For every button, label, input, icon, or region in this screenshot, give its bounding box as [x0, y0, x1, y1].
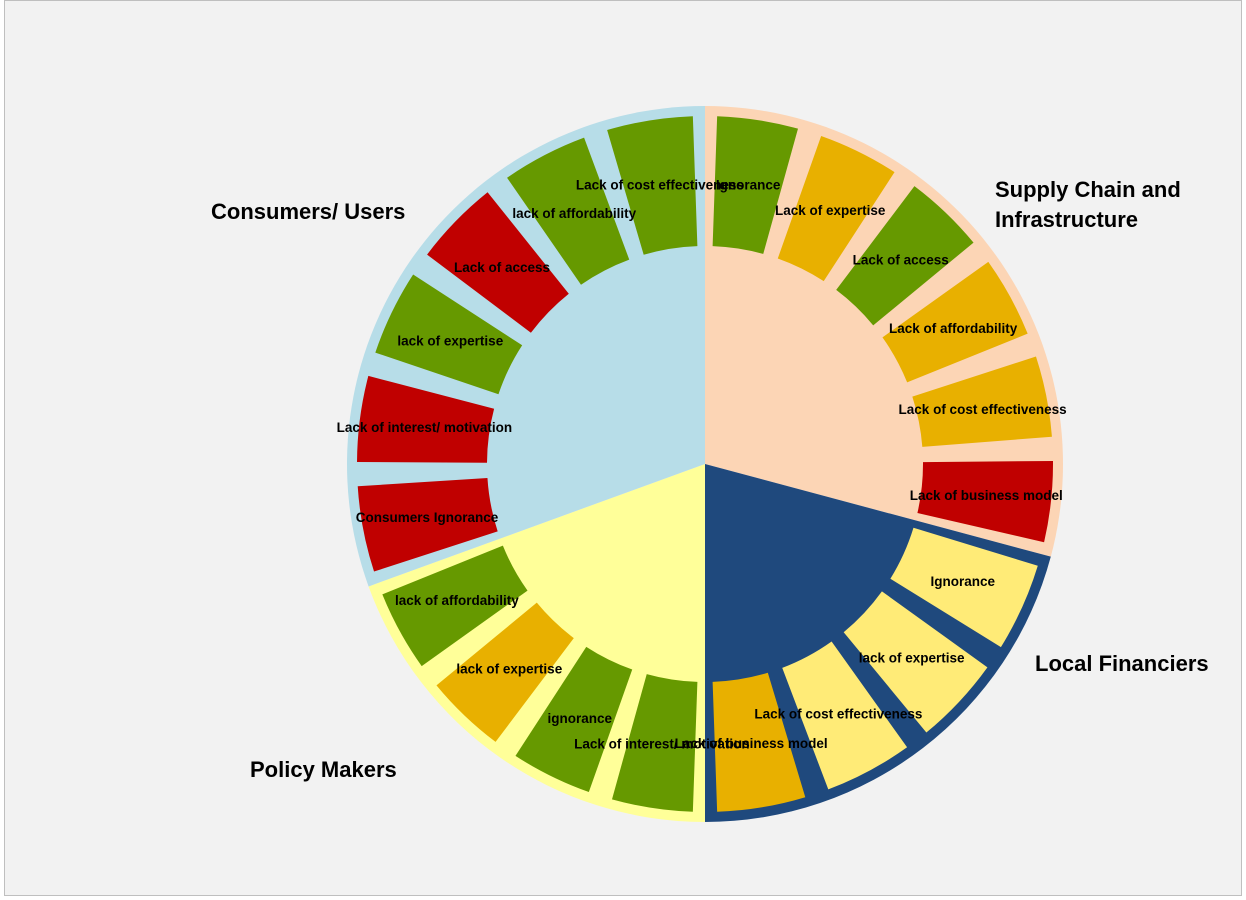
segment-label-ignorance: Ignorance: [716, 177, 781, 192]
group-label-supply-chain-and-infrastructure: Supply Chain and Infrastructure: [995, 177, 1181, 232]
group-label-line: Policy Makers: [250, 757, 397, 782]
group-label-line: Consumers/ Users: [211, 199, 405, 224]
segment-policy-makers-lack-of-affordability: [382, 545, 528, 667]
segment-label-ignorance: Ignorance: [931, 574, 996, 589]
segment-label-ignorance: ignorance: [548, 711, 613, 726]
segment-label-lack-of-expertise: lack of expertise: [456, 661, 562, 676]
group-label-policy-makers: Policy Makers: [250, 757, 397, 782]
sunburst-chart: Ignorance Lack of expertise Lack of access…: [211, 106, 1209, 822]
segment-ring: [357, 116, 1054, 812]
group-labels: Supply Chain and Infrastructure Local Fina…: [211, 177, 1209, 782]
segment-supply-chain-and-infrastructure-lack-of-access: [836, 186, 974, 326]
group-label-consumers-users: Consumers/ Users: [211, 199, 405, 224]
group-label-line: Infrastructure: [995, 207, 1138, 232]
segment-policy-makers-lack-of-interest-motivation: [612, 674, 698, 812]
segment-supply-chain-and-infrastructure-lack-of-cost-effectiveness: [912, 356, 1052, 447]
group-label-local-financiers: Local Financiers: [1035, 651, 1209, 676]
segment-consumers-users-lack-of-cost-effectiveness: [607, 116, 698, 255]
segment-label-lack-of-cost-effectiveness: Lack of cost effectiveness: [754, 707, 922, 722]
segment-local-financiers-ignorance: [890, 527, 1038, 648]
segment-local-financiers-lack-of-cost-effectiveness: [782, 641, 908, 790]
segment-label-lack-of-affordability: lack of affordability: [395, 593, 519, 608]
segment-label-lack-of-interest-motivation: Lack of interest/ motivation: [574, 737, 750, 752]
segment-label-consumers-ignorance: Consumers Ignorance: [356, 510, 499, 525]
segment-policy-makers-lack-of-expertise: [436, 602, 574, 742]
segment-label-lack-of-cost-effectiveness: Lack of cost effectiveness: [899, 402, 1067, 417]
segment-supply-chain-and-infrastructure-lack-of-affordability: [882, 261, 1028, 383]
segment-label-lack-of-affordability: Lack of affordability: [889, 321, 1018, 336]
segment-local-financiers-lack-of-expertise: [843, 591, 988, 733]
segment-label-lack-of-expertise: Lack of expertise: [775, 203, 886, 218]
segment-label-lack-of-business-model: Lack of business model: [675, 736, 828, 751]
segment-label-lack-of-access: Lack of access: [853, 253, 949, 268]
segment-consumers-users-lack-of-expertise: [375, 274, 523, 395]
group-label-line: Local Financiers: [1035, 651, 1209, 676]
segment-local-financiers-lack-of-business-model: [712, 672, 806, 812]
segment-label-lack-of-access: Lack of access: [454, 260, 550, 275]
segment-supply-chain-and-infrastructure-ignorance: [712, 116, 798, 254]
segment-consumers-users-consumers-ignorance: [357, 477, 498, 572]
segment-label-lack-of-expertise: lack of expertise: [859, 651, 965, 666]
segment-label-lack-of-cost-effectiveness: Lack of cost effectiveness: [576, 178, 744, 193]
segment-label-lack-of-expertise: lack of expertise: [397, 334, 503, 349]
group-label-line: Supply Chain and: [995, 177, 1181, 202]
segment-label-lack-of-business-model: Lack of business model: [910, 488, 1063, 503]
segment-consumers-users-lack-of-interest-motivation: [357, 375, 495, 463]
segment-consumers-users-lack-of-affordability: [507, 137, 630, 285]
segment-consumers-users-lack-of-access: [427, 192, 569, 333]
chart-area: Ignorance Lack of expertise Lack of access…: [4, 0, 1242, 896]
segment-policy-makers-ignorance: [515, 646, 633, 793]
segment-supply-chain-and-infrastructure-lack-of-expertise: [777, 135, 895, 282]
segment-supply-chain-and-infrastructure-lack-of-business-model: [917, 460, 1054, 543]
segment-label-lack-of-interest-motivation: Lack of interest/ motivation: [337, 420, 513, 435]
segment-labels: Ignorance Lack of expertise Lack of access…: [337, 177, 1067, 751]
segment-label-lack-of-affordability: lack of affordability: [512, 206, 636, 221]
